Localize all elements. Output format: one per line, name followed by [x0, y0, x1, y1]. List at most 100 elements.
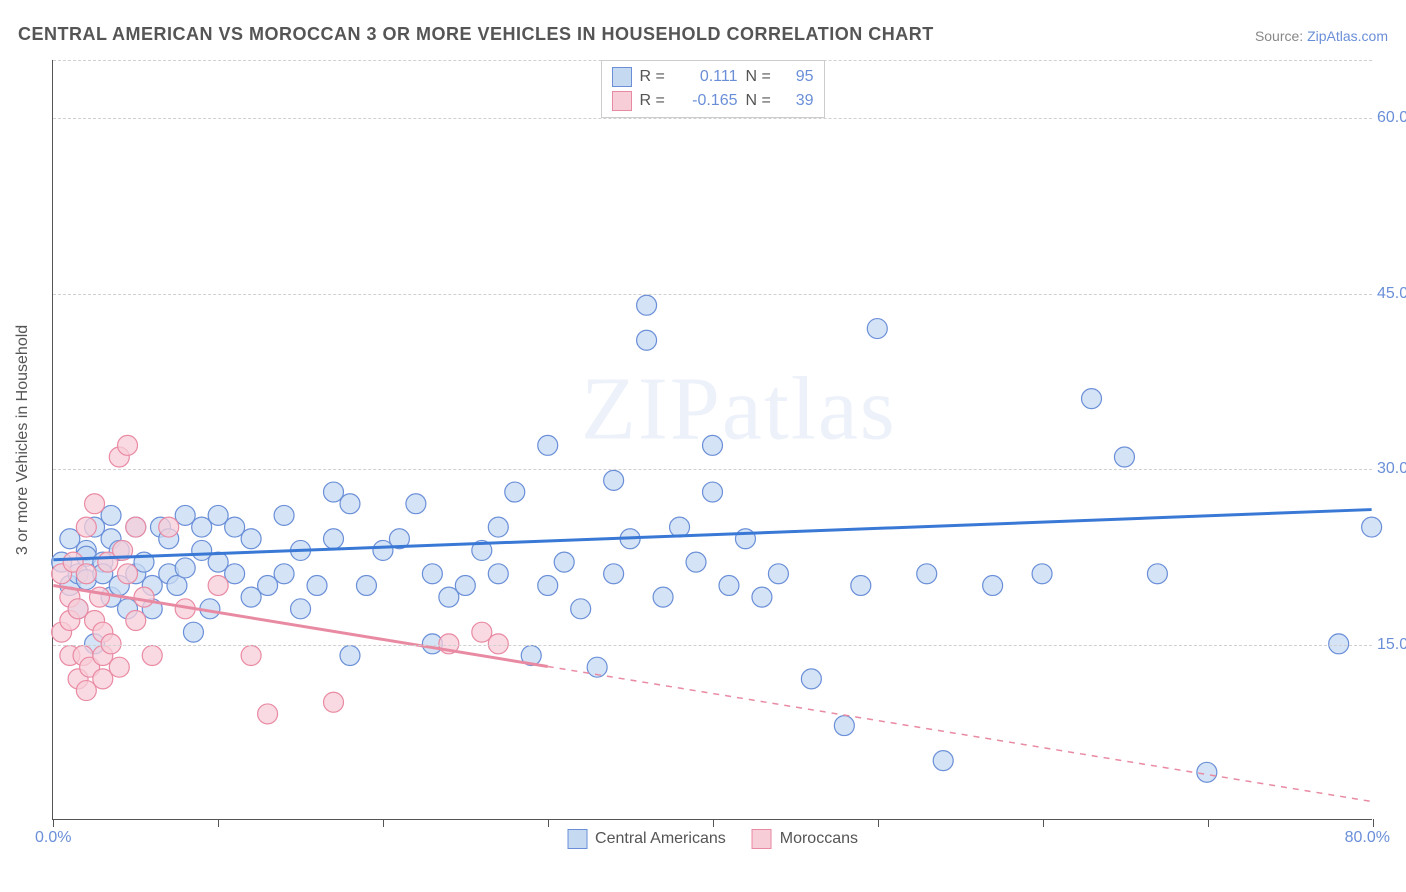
scatter-point-central_americans	[653, 587, 673, 607]
scatter-point-central_americans	[505, 482, 525, 502]
swatch-moroccans	[752, 829, 772, 849]
source-prefix: Source:	[1255, 28, 1307, 44]
y-tick-label: 60.0%	[1377, 109, 1406, 127]
scatter-point-central_americans	[488, 564, 508, 584]
legend-label: Central Americans	[595, 830, 726, 848]
scatter-point-central_americans	[538, 435, 558, 455]
scatter-point-central_americans	[307, 575, 327, 595]
scatter-point-moroccans	[90, 587, 110, 607]
scatter-point-central_americans	[1114, 447, 1134, 467]
scatter-point-moroccans	[118, 435, 138, 455]
scatter-point-moroccans	[118, 564, 138, 584]
scatter-point-central_americans	[1032, 564, 1052, 584]
chart-plot-area: ZIPatlas R = 0.111 N = 95 R = -0.165 N =…	[52, 60, 1372, 820]
scatter-point-central_americans	[340, 646, 360, 666]
n-value-m: 39	[784, 92, 814, 110]
gridline	[53, 294, 1372, 295]
r-value-ca: 0.111	[678, 68, 738, 86]
scatter-point-moroccans	[126, 611, 146, 631]
scatter-point-central_americans	[1362, 517, 1382, 537]
scatter-point-moroccans	[85, 494, 105, 514]
r-label: R =	[640, 92, 670, 110]
legend-label: Moroccans	[780, 830, 858, 848]
swatch-central-americans	[612, 67, 632, 87]
chart-title: CENTRAL AMERICAN VS MOROCCAN 3 OR MORE V…	[18, 24, 934, 45]
scatter-point-central_americans	[768, 564, 788, 584]
source-attribution: Source: ZipAtlas.com	[1255, 28, 1388, 44]
scatter-point-central_americans	[571, 599, 591, 619]
scatter-point-central_americans	[1147, 564, 1167, 584]
scatter-point-moroccans	[241, 646, 261, 666]
scatter-point-moroccans	[76, 564, 96, 584]
scatter-point-central_americans	[752, 587, 772, 607]
scatter-point-moroccans	[109, 657, 129, 677]
scatter-point-central_americans	[324, 529, 344, 549]
scatter-point-central_americans	[340, 494, 360, 514]
trend-line-dashed-moroccans	[548, 666, 1372, 801]
n-value-ca: 95	[784, 68, 814, 86]
scatter-point-central_americans	[703, 435, 723, 455]
x-axis-origin-label: 0.0%	[35, 829, 71, 847]
scatter-point-central_americans	[488, 517, 508, 537]
y-tick-label: 15.0%	[1377, 636, 1406, 654]
scatter-point-central_americans	[637, 330, 657, 350]
scatter-point-central_americans	[167, 575, 187, 595]
scatter-point-central_americans	[554, 552, 574, 572]
legend-item-central-americans: Central Americans	[567, 829, 726, 849]
scatter-point-central_americans	[867, 319, 887, 339]
scatter-point-central_americans	[175, 558, 195, 578]
x-tick	[878, 819, 879, 827]
y-tick-label: 45.0%	[1377, 285, 1406, 303]
scatter-point-central_americans	[422, 564, 442, 584]
x-tick	[383, 819, 384, 827]
x-tick	[713, 819, 714, 827]
x-tick	[53, 819, 54, 827]
scatter-point-moroccans	[134, 587, 154, 607]
scatter-point-moroccans	[142, 646, 162, 666]
scatter-point-central_americans	[455, 575, 475, 595]
scatter-point-central_americans	[356, 575, 376, 595]
x-tick	[218, 819, 219, 827]
scatter-point-central_americans	[801, 669, 821, 689]
scatter-point-central_americans	[604, 470, 624, 490]
swatch-central-americans	[567, 829, 587, 849]
legend-item-moroccans: Moroccans	[752, 829, 858, 849]
scatter-point-central_americans	[851, 575, 871, 595]
r-label: R =	[640, 68, 670, 86]
swatch-moroccans	[612, 91, 632, 111]
scatter-point-central_americans	[1197, 762, 1217, 782]
legend-row-central-americans: R = 0.111 N = 95	[612, 65, 814, 89]
n-label: N =	[746, 92, 776, 110]
source-link[interactable]: ZipAtlas.com	[1307, 28, 1388, 44]
scatter-point-central_americans	[406, 494, 426, 514]
x-tick	[1373, 819, 1374, 827]
scatter-point-central_americans	[834, 716, 854, 736]
scatter-point-moroccans	[258, 704, 278, 724]
scatter-point-central_americans	[637, 295, 657, 315]
scatter-point-central_americans	[670, 517, 690, 537]
gridline	[53, 469, 1372, 470]
legend-correlation-box: R = 0.111 N = 95 R = -0.165 N = 39	[601, 60, 825, 118]
scatter-point-central_americans	[917, 564, 937, 584]
scatter-point-central_americans	[291, 599, 311, 619]
scatter-point-central_americans	[983, 575, 1003, 595]
scatter-point-central_americans	[703, 482, 723, 502]
scatter-point-moroccans	[208, 575, 228, 595]
scatter-point-moroccans	[76, 517, 96, 537]
legend-row-moroccans: R = -0.165 N = 39	[612, 89, 814, 113]
scatter-point-moroccans	[159, 517, 179, 537]
scatter-point-central_americans	[1082, 389, 1102, 409]
scatter-point-central_americans	[604, 564, 624, 584]
scatter-point-central_americans	[241, 529, 261, 549]
x-axis-end-label: 80.0%	[1345, 829, 1390, 847]
scatter-point-central_americans	[719, 575, 739, 595]
scatter-point-central_americans	[933, 751, 953, 771]
scatter-point-central_americans	[274, 564, 294, 584]
x-tick	[548, 819, 549, 827]
scatter-svg	[53, 60, 1372, 819]
n-label: N =	[746, 68, 776, 86]
scatter-point-central_americans	[686, 552, 706, 572]
gridline	[53, 118, 1372, 119]
legend-series: Central Americans Moroccans	[567, 829, 858, 849]
y-tick-label: 30.0%	[1377, 460, 1406, 478]
